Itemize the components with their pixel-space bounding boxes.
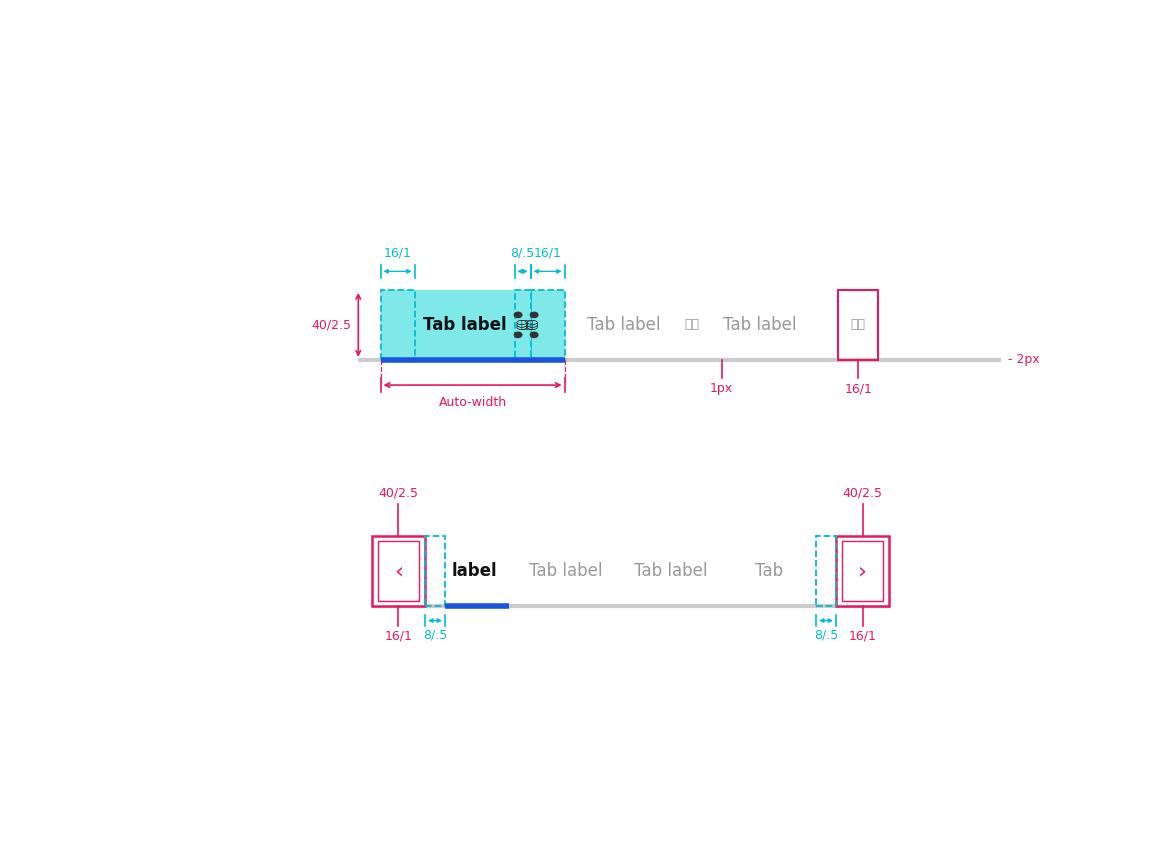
Circle shape <box>514 312 523 318</box>
Text: 8/.5: 8/.5 <box>510 246 535 259</box>
Text: 8/.5: 8/.5 <box>423 629 447 642</box>
Text: Tab label: Tab label <box>723 316 797 334</box>
Text: - 2px: - 2px <box>1008 353 1040 366</box>
Text: ⦿⦿: ⦿⦿ <box>850 319 866 332</box>
Text: 16/1: 16/1 <box>533 246 561 259</box>
Bar <box>372 536 425 606</box>
Bar <box>380 290 564 359</box>
Circle shape <box>530 332 539 338</box>
Text: Tab label: Tab label <box>529 562 602 580</box>
Text: ›: › <box>858 561 867 581</box>
Text: 16/1: 16/1 <box>384 246 411 259</box>
Text: Tab label: Tab label <box>586 316 660 334</box>
Text: ⛁⛁: ⛁⛁ <box>515 318 539 332</box>
Circle shape <box>530 312 539 318</box>
Bar <box>836 536 889 606</box>
Text: ⦿⦿: ⦿⦿ <box>684 319 699 332</box>
Bar <box>425 536 445 606</box>
Text: Tab: Tab <box>755 562 783 580</box>
Bar <box>842 541 884 601</box>
Text: 40/2.5: 40/2.5 <box>379 486 418 499</box>
Text: Tab label: Tab label <box>634 562 707 580</box>
Text: ‹: ‹ <box>394 561 403 581</box>
Text: 16/1: 16/1 <box>849 630 877 643</box>
Text: label: label <box>452 562 498 580</box>
Bar <box>531 290 564 359</box>
Text: 40/2.5: 40/2.5 <box>311 319 351 332</box>
Bar <box>380 290 415 359</box>
Bar <box>839 290 878 359</box>
Bar <box>378 541 419 601</box>
Bar <box>817 536 836 606</box>
Text: 16/1: 16/1 <box>385 630 412 643</box>
Circle shape <box>514 332 523 338</box>
Text: ⦿⦿: ⦿⦿ <box>521 320 533 330</box>
Text: 1px: 1px <box>710 383 733 396</box>
Bar <box>515 290 531 359</box>
Text: Auto-width: Auto-width <box>439 396 507 409</box>
Text: 40/2.5: 40/2.5 <box>843 486 882 499</box>
Text: 16/1: 16/1 <box>844 383 872 396</box>
Text: 8/.5: 8/.5 <box>814 629 839 642</box>
Text: Tab label: Tab label <box>423 316 507 334</box>
